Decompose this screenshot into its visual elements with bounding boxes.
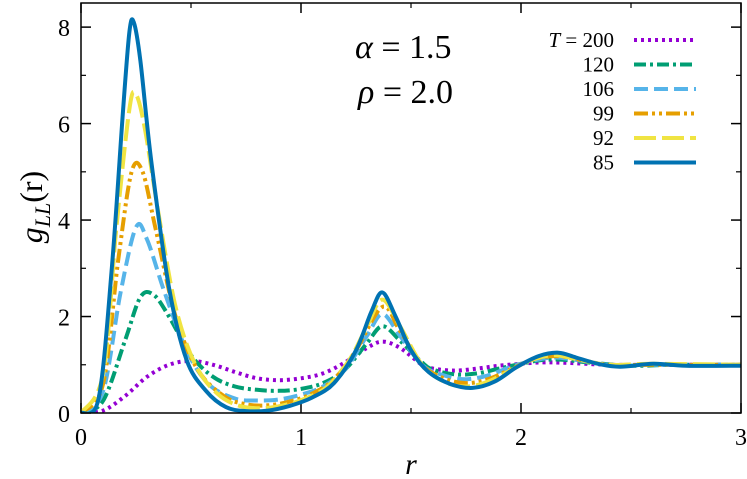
y-axis-label: gLL(r): [13, 171, 55, 243]
rho-symbol: ρ: [357, 74, 374, 111]
y-tick-label-2: 4: [58, 209, 70, 235]
series-group: [81, 17, 741, 413]
y-tick-label-3: 6: [58, 113, 70, 139]
y-axis-label-main: g: [13, 227, 49, 243]
series-line-T99: [81, 160, 741, 413]
alpha-symbol: α: [355, 29, 374, 66]
x-tick-label-1: 1: [295, 425, 307, 451]
legend-label-T92: 92: [593, 126, 614, 150]
x-axis-label: r: [405, 448, 417, 479]
plot-frame: [80, 2, 742, 414]
y-axis-label-sub: LL: [30, 203, 55, 228]
y-axis-label-arg: (r): [13, 171, 49, 203]
y-tick-label-0: 0: [58, 402, 70, 428]
series-line-T120: [81, 289, 741, 413]
legend-label-T85: 85: [593, 151, 614, 175]
legend-label-T99: 99: [593, 102, 614, 126]
series-layer: [81, 17, 741, 413]
rho-annotation: ρ = 2.0: [357, 74, 453, 111]
series-line-T200: [81, 339, 741, 413]
x-tick-label-0: 0: [75, 425, 87, 451]
y-tick-label-4: 8: [58, 16, 70, 42]
y-tick-label-1: 2: [58, 306, 70, 332]
rho-value: = 2.0: [374, 74, 453, 111]
legend-label-T200: T = 200: [548, 28, 614, 52]
alpha-value: = 1.5: [373, 29, 452, 66]
series-line-T85: [81, 17, 741, 413]
alpha-annotation: α = 1.5: [355, 29, 452, 66]
x-tick-label-2: 2: [515, 425, 527, 451]
legend-label-T106: 106: [583, 77, 615, 101]
legend-label-T120: 120: [583, 53, 615, 77]
x-tick-label-3: 3: [735, 425, 747, 451]
